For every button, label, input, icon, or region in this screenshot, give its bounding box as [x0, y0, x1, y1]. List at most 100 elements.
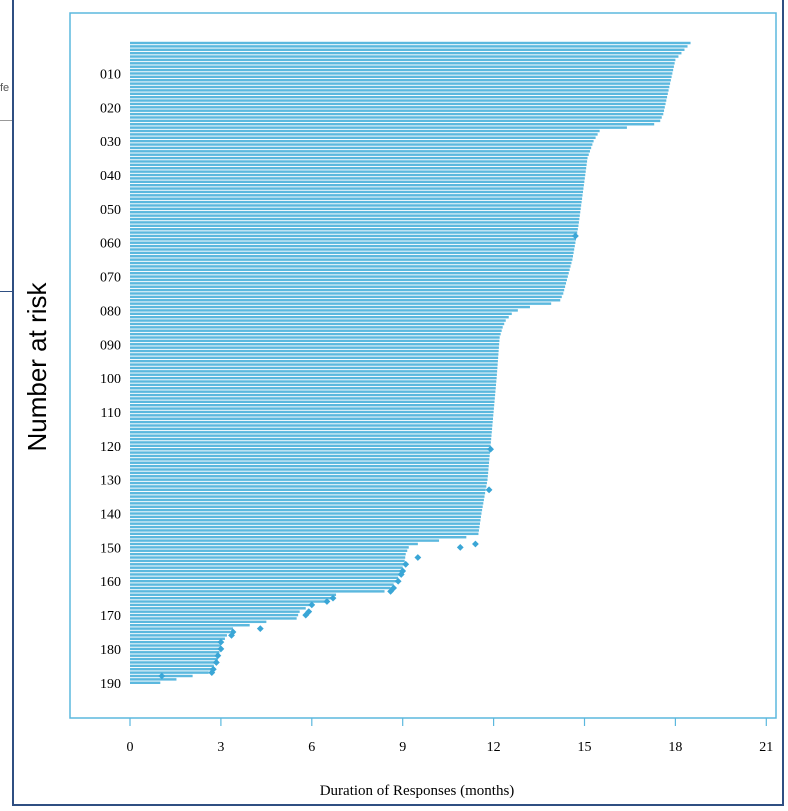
response-bar	[130, 434, 492, 437]
bars-group	[130, 41, 691, 684]
response-bar	[130, 288, 565, 292]
response-bar	[130, 657, 218, 661]
response-bar	[130, 329, 502, 332]
left-edge-text: fe	[0, 82, 10, 94]
plot-frame	[69, 12, 777, 719]
response-bar	[130, 200, 582, 204]
response-bar	[130, 586, 391, 590]
response-bar	[130, 464, 489, 468]
y-tick-label: 110	[101, 406, 121, 421]
response-bar	[130, 410, 494, 414]
x-tick-label: 3	[217, 740, 224, 755]
response-bar	[130, 671, 209, 674]
response-bar	[130, 661, 216, 664]
censor-marker	[329, 594, 337, 602]
response-bar	[130, 353, 499, 356]
censor-markers-group	[158, 232, 579, 680]
response-bar	[130, 143, 593, 146]
censor-marker	[323, 598, 331, 605]
response-bar	[130, 238, 577, 241]
y-tick-label: 190	[100, 677, 121, 692]
x-tick-label: 9	[399, 740, 406, 755]
response-bar	[130, 258, 573, 261]
response-bar	[130, 332, 501, 336]
response-bar	[130, 607, 306, 610]
response-bar	[130, 431, 492, 434]
response-bar	[130, 177, 585, 180]
response-bar	[130, 265, 571, 268]
response-bar	[130, 119, 661, 123]
response-bar	[130, 248, 575, 251]
response-bar	[130, 133, 598, 136]
response-bar	[130, 102, 666, 106]
response-bar	[130, 580, 397, 583]
response-bar	[130, 136, 596, 139]
response-bar	[130, 620, 267, 624]
response-bar	[130, 414, 494, 417]
response-bar	[130, 458, 490, 461]
y-tick-label: 080	[100, 304, 121, 319]
response-bar	[130, 640, 223, 644]
y-tick-label: 070	[100, 271, 121, 286]
response-bar	[130, 326, 503, 329]
y-tick-label: 160	[100, 575, 121, 590]
response-bar	[130, 112, 664, 116]
response-bar	[130, 624, 250, 627]
response-bar	[130, 420, 493, 424]
y-axis-label: Number at risk	[22, 281, 52, 451]
response-bar	[130, 454, 490, 458]
response-bar	[130, 312, 512, 316]
response-bar	[130, 170, 586, 173]
x-tick-label: 6	[308, 740, 315, 755]
response-bar	[130, 85, 670, 89]
x-axis-label: Duration of Responses (months)	[320, 783, 515, 799]
censor-marker	[402, 560, 410, 568]
response-bar	[130, 82, 671, 85]
response-bar	[130, 627, 234, 630]
response-bar	[130, 322, 505, 326]
censor-marker	[572, 232, 579, 240]
response-bar	[130, 475, 488, 478]
y-tick-label: 060	[100, 237, 121, 252]
left-edge-divider-accent	[0, 291, 12, 292]
response-bar	[130, 349, 499, 353]
response-bar	[130, 187, 584, 190]
response-bar	[130, 525, 480, 529]
response-bar	[130, 319, 506, 322]
response-bar	[130, 485, 487, 488]
response-bar	[130, 600, 327, 603]
response-bar	[130, 444, 491, 448]
response-bar	[130, 62, 675, 65]
response-bar	[130, 92, 668, 95]
response-bar	[130, 359, 498, 363]
response-bar	[130, 569, 402, 573]
response-bar	[130, 546, 409, 549]
response-bar	[130, 471, 489, 475]
response-bar	[130, 573, 400, 576]
response-bar	[130, 502, 484, 505]
response-bar	[130, 654, 219, 657]
censor-marker	[217, 638, 225, 646]
response-bar	[130, 515, 481, 519]
response-bar	[130, 336, 500, 339]
response-bar	[130, 373, 497, 376]
x-tick-label: 18	[668, 740, 682, 755]
response-bar	[130, 48, 685, 51]
response-bar	[130, 299, 561, 302]
response-bar	[130, 397, 495, 400]
response-bar	[130, 664, 214, 668]
y-tick-label: 100	[100, 372, 121, 387]
response-bar	[130, 241, 576, 244]
response-bar	[130, 552, 406, 556]
y-tick-label: 170	[100, 609, 121, 624]
response-bar	[130, 106, 665, 109]
response-bar	[130, 376, 497, 380]
response-bar	[130, 366, 498, 370]
response-bar	[130, 251, 574, 255]
response-bar	[130, 295, 562, 299]
censor-marker	[472, 540, 479, 548]
censor-marker	[228, 631, 235, 639]
response-bar	[130, 45, 688, 48]
censor-marker	[485, 486, 493, 494]
response-bar	[130, 227, 578, 231]
